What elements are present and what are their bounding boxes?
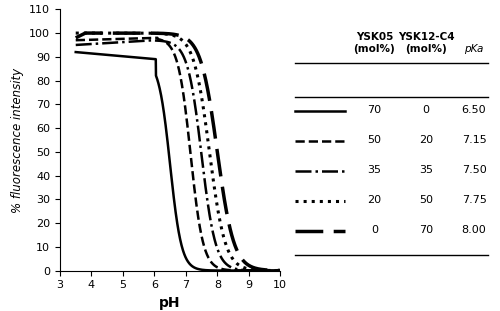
Text: 8.00: 8.00 xyxy=(462,225,486,235)
Text: 7.15: 7.15 xyxy=(462,135,486,145)
Y-axis label: % fluorescence intensity: % fluorescence intensity xyxy=(10,67,24,212)
Text: 70: 70 xyxy=(419,225,434,235)
Text: 20: 20 xyxy=(368,195,382,205)
Text: 70: 70 xyxy=(368,105,382,115)
Text: 50: 50 xyxy=(419,195,433,205)
Text: 7.75: 7.75 xyxy=(462,195,486,205)
Text: YSK05
(mol%): YSK05 (mol%) xyxy=(354,32,396,54)
X-axis label: pH: pH xyxy=(160,296,181,310)
Text: 35: 35 xyxy=(368,165,382,175)
Text: pKa: pKa xyxy=(464,44,483,54)
Text: 6.50: 6.50 xyxy=(462,105,486,115)
Text: 0: 0 xyxy=(422,105,430,115)
Text: 0: 0 xyxy=(371,225,378,235)
Text: YSK12-C4
(mol%): YSK12-C4 (mol%) xyxy=(398,32,454,54)
Text: 7.50: 7.50 xyxy=(462,165,486,175)
Text: 35: 35 xyxy=(419,165,433,175)
Text: 20: 20 xyxy=(419,135,434,145)
Text: 50: 50 xyxy=(368,135,382,145)
